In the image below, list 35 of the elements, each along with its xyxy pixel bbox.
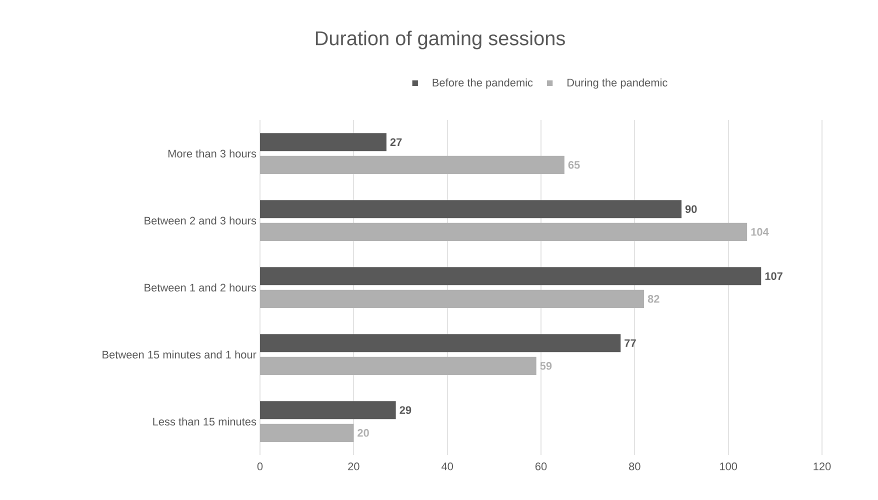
bar: [260, 133, 386, 152]
data-label: 107: [765, 272, 782, 280]
data-label: 29: [400, 406, 412, 414]
x-tick-label: 120: [814, 462, 831, 470]
bar: [260, 356, 536, 375]
data-label: 104: [751, 228, 769, 236]
data-label: 82: [648, 295, 660, 303]
legend-label: During the pandemic: [568, 78, 668, 89]
x-tick-label: 80: [629, 462, 640, 470]
legend-label: Before the pandemic: [432, 78, 533, 89]
y-tick-label: Between 1 and 2 hours: [144, 283, 256, 292]
bar: [260, 401, 396, 420]
data-label: 20: [358, 429, 369, 437]
y-tick-label: More than 3 hours: [168, 149, 256, 158]
y-tick-label: Between 2 and 3 hours: [144, 216, 256, 225]
data-label: 65: [568, 161, 580, 169]
y-tick-label: Between 15 minutes and 1 hour: [102, 350, 256, 359]
x-tick-label: 100: [720, 462, 738, 470]
bar: [260, 156, 564, 174]
bar: [260, 200, 682, 218]
data-label: 27: [390, 138, 402, 146]
x-tick-label: 60: [535, 462, 547, 470]
x-tick-label: 0: [257, 462, 263, 470]
y-tick-label: Less than 15 minutes: [153, 417, 256, 426]
x-tick-label: 20: [348, 462, 360, 470]
x-tick-label: 40: [441, 462, 453, 470]
bar: [260, 424, 354, 442]
data-label: 90: [685, 205, 697, 213]
bar: [260, 267, 762, 286]
chart-title: Duration of gaming sessions: [316, 30, 565, 50]
bar: [260, 334, 621, 352]
data-label: 59: [540, 362, 552, 370]
bar: [260, 222, 748, 241]
data-label: 77: [624, 339, 636, 347]
bar: [260, 290, 644, 308]
